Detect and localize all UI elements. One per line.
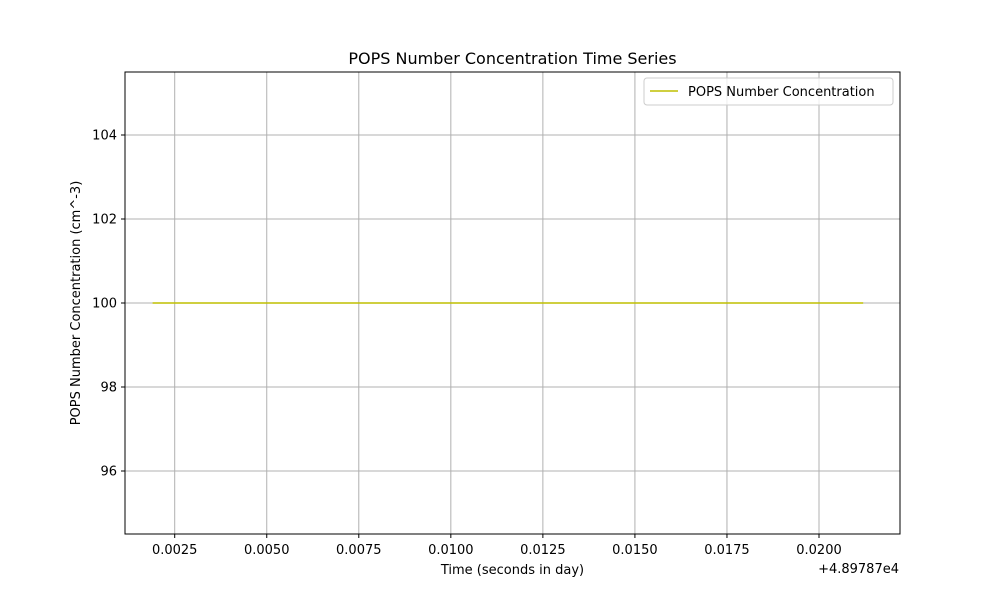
x-tick-label: 0.0075 [336,543,382,558]
y-axis-label: POPS Number Concentration (cm^-3) [69,181,84,426]
x-tick-label: 0.0050 [244,543,290,558]
legend-box [643,77,894,106]
y-tick-label: 104 [92,129,117,144]
x-tick-label: 0.0150 [612,543,658,558]
x-axis-offset-label: +4.89787e4 [818,562,899,577]
x-axis-ticks: 0.0025 0.0050 0.0075 0.0100 0.0125 0.0150 0.01… [152,534,842,558]
legend: POPS Number Concentration [643,77,894,106]
x-axis-label: Time (seconds in day) [440,563,584,578]
x-tick-label: 0.0175 [704,543,750,558]
x-tick-label: 0.0100 [428,543,474,558]
y-tick-label: 100 [92,297,117,312]
x-tick-label: 0.0125 [520,543,566,558]
legend-label: POPS Number Concentration [688,85,875,100]
y-tick-label: 102 [92,213,117,228]
x-tick-label: 0.0025 [152,543,198,558]
y-tick-label: 98 [100,381,117,396]
y-axis-ticks: 96 98 100 102 104 [92,129,125,480]
y-tick-label: 96 [100,465,117,480]
chart-title: POPS Number Concentration Time Series [348,49,676,68]
x-tick-label: 0.0200 [796,543,842,558]
